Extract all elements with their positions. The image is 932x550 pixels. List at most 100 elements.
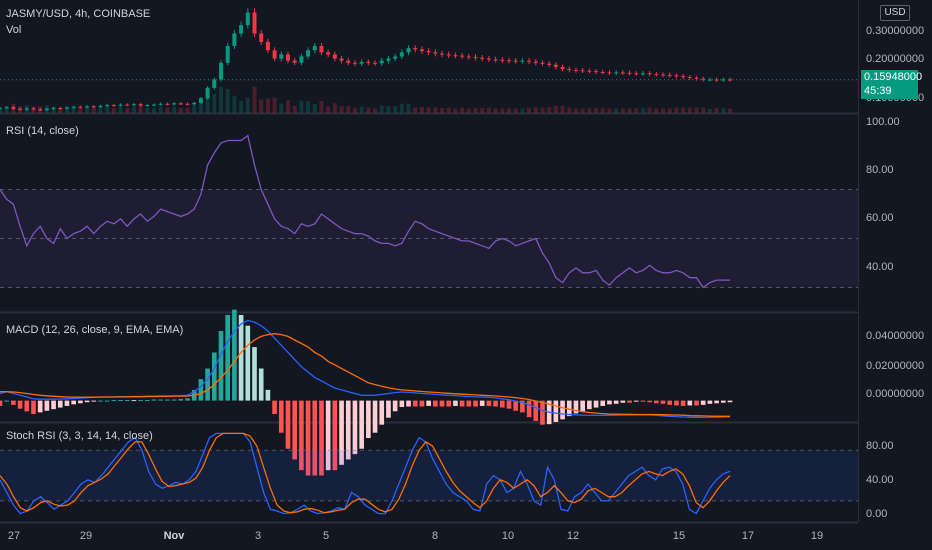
candle-body xyxy=(419,49,424,52)
macd-histogram-bar xyxy=(4,400,10,402)
candle-body xyxy=(446,54,451,56)
macd-histogram-bar xyxy=(198,379,204,401)
macd-tick-0.04: 0.04000000 xyxy=(866,330,925,342)
candle-body xyxy=(346,60,351,63)
volume-bar xyxy=(219,87,224,113)
macd-histogram-bar xyxy=(245,325,251,401)
macd-histogram-bar xyxy=(91,400,97,402)
macd-histogram-bar xyxy=(131,400,137,402)
candle-body xyxy=(332,54,337,59)
volume-bar xyxy=(131,106,136,113)
volume-bar xyxy=(326,106,331,113)
volume-bar xyxy=(406,103,411,113)
candle-body xyxy=(667,74,672,76)
x-tick-17: 17 xyxy=(741,530,755,542)
candle-body xyxy=(131,104,136,106)
macd-histogram-bar xyxy=(325,400,331,471)
volume-bar xyxy=(399,103,404,113)
macd-histogram-bar xyxy=(37,400,43,413)
volume-bar xyxy=(232,95,237,113)
volume-bar xyxy=(91,107,96,113)
macd-histogram-bar xyxy=(339,400,344,465)
volume-bar xyxy=(379,105,384,113)
x-tick-12: 12 xyxy=(566,530,580,542)
macd-histogram-bar xyxy=(312,400,318,476)
macd-histogram-bar xyxy=(600,400,606,406)
candle-body xyxy=(460,55,465,57)
macd-histogram-bar xyxy=(11,400,16,405)
volume-bar xyxy=(299,100,304,113)
volume-bar xyxy=(580,108,585,113)
candle-body xyxy=(252,12,257,34)
macd-histogram-bar xyxy=(372,400,378,433)
macd-histogram-bar xyxy=(580,400,585,412)
candle-body xyxy=(661,74,666,76)
macd-histogram-bar xyxy=(674,400,679,406)
macd-histogram-bar xyxy=(31,400,36,414)
candle-body xyxy=(373,62,378,64)
stoch-tick-80: 80.00 xyxy=(866,440,894,452)
volume-bar xyxy=(332,103,337,113)
volume-bar xyxy=(198,97,203,113)
macd-signal-line xyxy=(0,333,730,417)
rsi-tick-100: 100.00 xyxy=(866,116,900,128)
candle-body xyxy=(553,64,558,67)
volume-bar xyxy=(506,108,511,113)
rsi-tick-60: 60.00 xyxy=(866,212,894,224)
candle-body xyxy=(105,105,110,107)
x-tick-nov: Nov xyxy=(163,530,185,542)
candle-body xyxy=(152,104,157,106)
candle-body xyxy=(513,60,518,62)
volume-bar xyxy=(419,106,424,113)
x-tick-19: 19 xyxy=(810,530,824,542)
macd-histogram-bar xyxy=(687,400,693,406)
candle-body xyxy=(225,46,230,63)
candle-body xyxy=(339,58,344,61)
volume-bar xyxy=(272,97,277,113)
candle-body xyxy=(627,72,632,74)
volume-bar xyxy=(714,108,719,113)
volume-bar xyxy=(661,108,666,113)
candle-body xyxy=(44,108,49,111)
volume-bar xyxy=(212,94,217,113)
volume-bar xyxy=(279,103,284,113)
macd-histogram-bar xyxy=(419,400,425,407)
macd-histogram-bar xyxy=(211,352,217,401)
volume-bar xyxy=(560,105,565,113)
volume-bar xyxy=(500,108,505,113)
macd-tick-0.02: 0.02000000 xyxy=(866,360,925,372)
candle-body xyxy=(654,74,659,76)
volume-bar xyxy=(426,107,431,113)
chart-title: JASMY/USD, 4h, COINBASE xyxy=(6,8,151,20)
candle-body xyxy=(165,103,170,105)
volume-bar xyxy=(466,108,471,113)
candle-body xyxy=(285,54,290,61)
volume-bar xyxy=(205,87,210,113)
volume-bar xyxy=(413,107,418,113)
volume-bar xyxy=(225,89,230,113)
volume-bar xyxy=(527,107,532,113)
volume-bar xyxy=(306,101,311,113)
macd-histogram-bar xyxy=(124,400,130,402)
candle-body xyxy=(205,87,210,99)
macd-histogram-bar xyxy=(526,400,532,418)
volume-bar xyxy=(359,106,364,113)
volume-bar xyxy=(640,108,645,113)
volume-bar xyxy=(185,107,190,113)
candle-body xyxy=(192,102,197,105)
candle-body xyxy=(158,103,163,105)
candle-body xyxy=(500,59,505,61)
stoch-tick-0: 0.00 xyxy=(866,508,888,520)
candle-body xyxy=(674,75,679,77)
volume-bar xyxy=(64,106,69,113)
macd-histogram-bar xyxy=(479,400,485,406)
candle-body xyxy=(527,60,532,62)
macd-histogram-bar xyxy=(84,400,90,403)
candle-body xyxy=(326,52,331,55)
volume-bar xyxy=(728,108,732,113)
candle-body xyxy=(580,70,585,72)
macd-histogram-bar xyxy=(520,400,525,413)
volume-bar xyxy=(373,108,378,113)
currency-button[interactable]: USD xyxy=(880,5,910,21)
